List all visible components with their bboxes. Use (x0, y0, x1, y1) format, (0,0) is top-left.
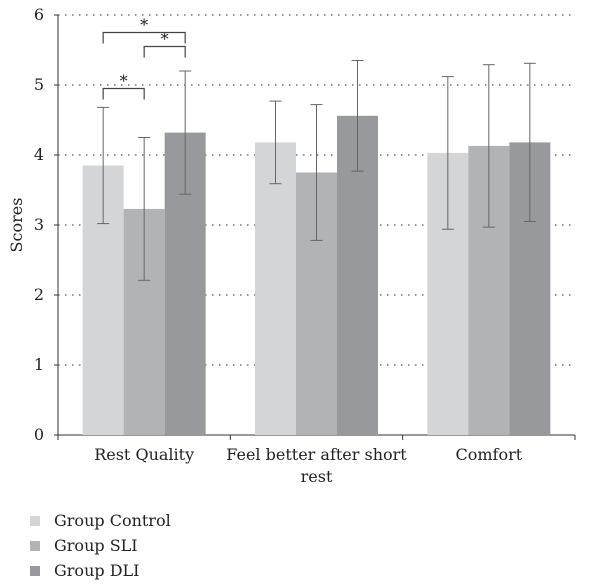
y-axis-title: Scores (7, 198, 26, 253)
legend-label: Group Control (54, 511, 171, 530)
error-bars (97, 60, 536, 281)
legend-item: Group DLI (30, 558, 171, 583)
significance-bracket (102, 87, 145, 100)
legend-label: Group SLI (54, 536, 138, 555)
legend: Group Control Group SLI Group DLI (30, 508, 171, 583)
x-category-label: Rest Quality (94, 445, 194, 464)
y-tick-label: 3 (34, 215, 44, 234)
x-category-label: Comfort (455, 445, 522, 464)
significance-star: * (140, 16, 148, 35)
bar (255, 142, 296, 435)
y-tick-label: 1 (34, 355, 44, 374)
bars (82, 115, 551, 436)
legend-item: Group SLI (30, 533, 171, 558)
y-tick-label: 5 (34, 75, 44, 94)
significance-star: * (120, 72, 128, 91)
legend-swatch (30, 515, 40, 526)
x-category-label: Feel better after short (226, 445, 407, 464)
y-tick-label: 2 (34, 285, 44, 304)
legend-swatch (30, 540, 40, 551)
significance-star: * (161, 30, 169, 49)
y-tick-label: 6 (34, 5, 44, 24)
axis-labels: 0 1 2 3 4 5 6 Scores Rest Quality Feel better aft… (7, 5, 523, 486)
legend-label: Group DLI (54, 561, 140, 580)
bar-chart: * * * 0 1 2 3 4 5 6 Scores Rest Quality Feel better… (7, 5, 576, 486)
y-tick-label: 4 (34, 145, 44, 164)
legend-swatch (30, 565, 40, 576)
significance-bracket (102, 31, 186, 44)
significance-bracket (143, 45, 186, 58)
y-tick-label: 0 (34, 425, 44, 444)
significance-annotations: * * * (102, 16, 186, 100)
legend-item: Group Control (30, 508, 171, 533)
x-category-label: rest (301, 467, 333, 486)
